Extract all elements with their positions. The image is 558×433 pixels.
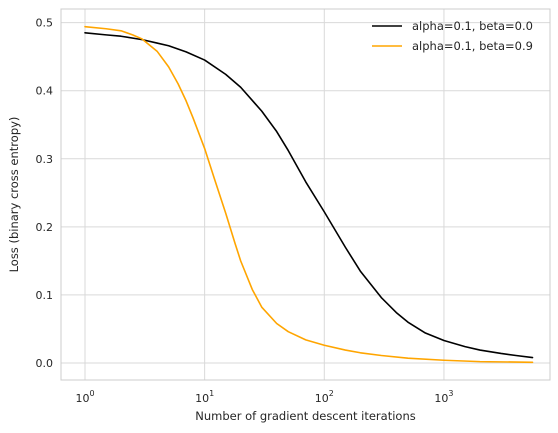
- x-axis-label: Number of gradient descent iterations: [195, 409, 415, 423]
- grid: [61, 9, 550, 380]
- legend: alpha=0.1, beta=0.0 alpha=0.1, beta=0.9: [372, 19, 533, 53]
- x-tick-label: 103: [434, 389, 453, 405]
- x-tick-base: 10: [434, 392, 448, 405]
- x-tick-exponent: 3: [448, 389, 453, 398]
- y-tick-label: 0.1: [36, 289, 54, 302]
- series-layer: [84, 25, 534, 364]
- y-tick-label: 0.2: [36, 221, 54, 234]
- x-tick-exponent: 0: [89, 389, 94, 398]
- y-axis-ticks: 0.0 0.1 0.2 0.3 0.4 0.5: [36, 17, 54, 370]
- y-axis-label: Loss (binary cross entropy): [7, 117, 21, 273]
- x-tick-base: 10: [195, 392, 209, 405]
- x-tick-label: 101: [195, 389, 214, 405]
- series-line-1: [84, 32, 534, 359]
- x-tick-base: 10: [315, 392, 329, 405]
- plot-frame: [60, 8, 551, 381]
- series-line-2: [84, 25, 534, 364]
- y-tick-label: 0.4: [36, 85, 54, 98]
- legend-label-2: alpha=0.1, beta=0.9: [412, 39, 533, 53]
- x-tick-label: 102: [315, 389, 334, 405]
- x-tick-base: 10: [75, 392, 89, 405]
- y-tick-label: 0.0: [36, 357, 54, 370]
- legend-label-1: alpha=0.1, beta=0.0: [412, 19, 533, 33]
- x-axis-ticks: 100 101 102 103: [75, 389, 453, 405]
- x-tick-exponent: 2: [329, 389, 334, 398]
- x-tick-exponent: 1: [209, 389, 214, 398]
- y-tick-label: 0.5: [36, 17, 54, 30]
- y-tick-label: 0.3: [36, 153, 54, 166]
- x-tick-label: 100: [75, 389, 94, 405]
